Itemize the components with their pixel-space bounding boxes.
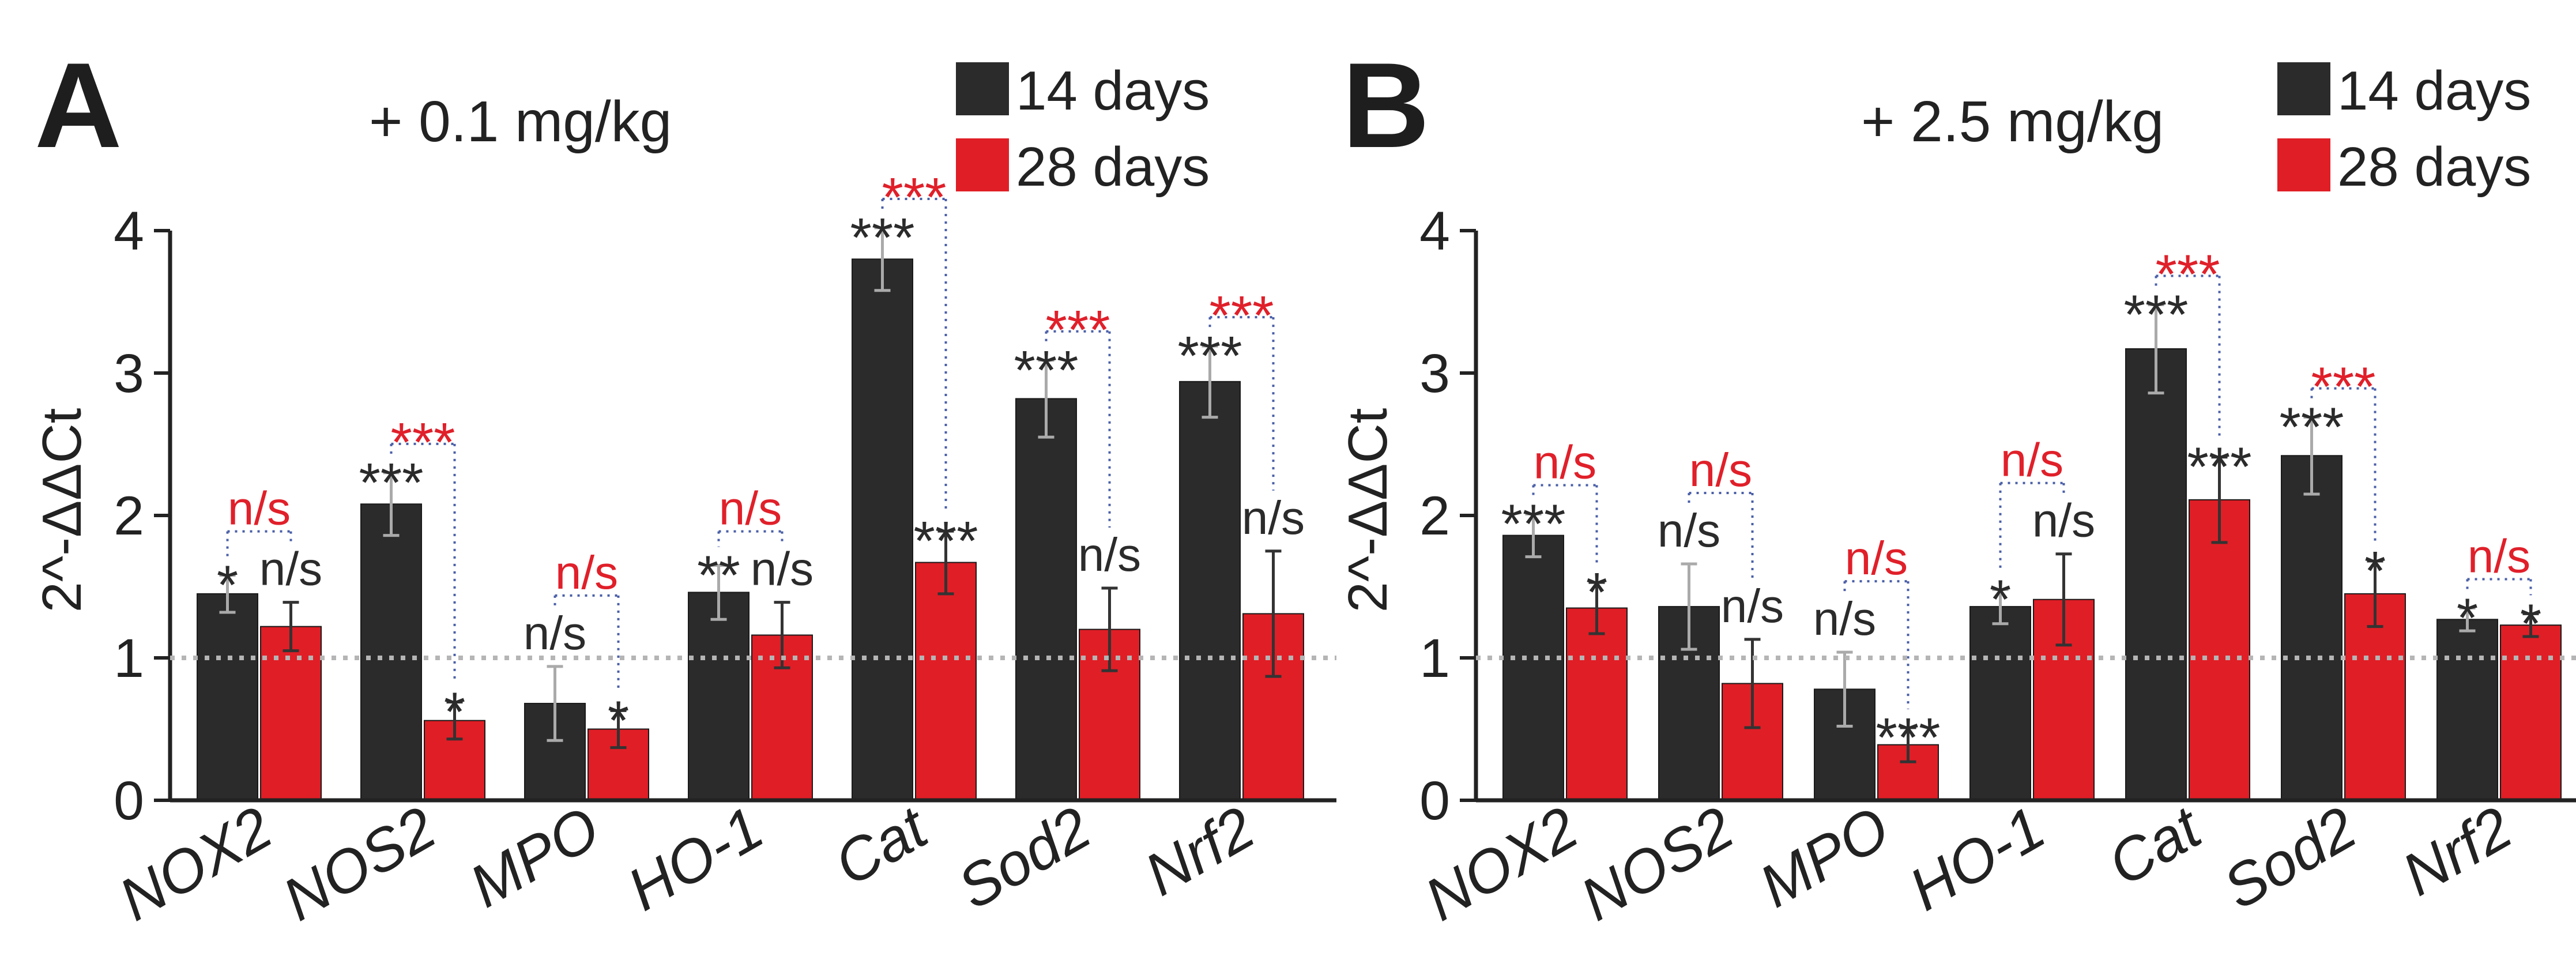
sig-label-b-14d-Cat: *** xyxy=(2123,284,2188,345)
bar-b-14d-Sod2 xyxy=(2281,455,2342,801)
compare-label-a-Nrf2: *** xyxy=(1209,285,1274,347)
compare-label-a-MPO: n/s xyxy=(555,547,618,599)
bar-b-28d-Sod2 xyxy=(2344,593,2406,801)
panel-a-y-tick-label: 1 xyxy=(114,628,144,689)
panel-a-y-axis-label: 2^-ΔΔCt xyxy=(31,408,93,613)
panel-a-legend-swatch-14d xyxy=(956,62,1009,115)
sig-label-a-14d-Sod2: *** xyxy=(1014,340,1078,401)
panel-a-y-tick-label: 0 xyxy=(114,770,144,831)
bar-b-14d-Cat xyxy=(2125,348,2187,801)
bar-b-14d-Nrf2 xyxy=(2436,619,2498,801)
sig-label-a-28d-NOS2: * xyxy=(444,682,465,743)
panel-a-legend: 14 days 28 days xyxy=(956,60,1210,198)
panel-a-title: + 0.1 mg/kg xyxy=(369,89,672,154)
panel-a-legend-swatch-28d xyxy=(956,138,1009,191)
compare-label-a-NOS2: *** xyxy=(390,412,455,473)
bar-a-28d-Cat xyxy=(915,562,977,801)
panel-a: A + 0.1 mg/kg 14 days 28 days 2^-ΔΔCt 0 1… xyxy=(31,37,1336,934)
sig-label-b-14d-NOS2: n/s xyxy=(1658,505,1720,557)
sig-label-b-14d-Nrf2: * xyxy=(2457,588,2478,649)
sig-label-a-14d-NOX2: * xyxy=(217,555,238,616)
compare-label-b-HO-1: n/s xyxy=(2001,434,2063,487)
bar-b-14d-HO-1 xyxy=(1969,606,2031,801)
sig-label-b-28d-MPO: *** xyxy=(1875,707,1940,769)
sig-label-b-28d-NOX2: * xyxy=(1586,562,1607,623)
sig-label-b-28d-Nrf2: * xyxy=(2520,593,2541,654)
bar-b-28d-NOX2 xyxy=(1566,607,1628,801)
bar-a-14d-HO-1 xyxy=(688,592,750,801)
panel-b-y-tick-label: 0 xyxy=(1419,770,1450,831)
bar-a-14d-NOX2 xyxy=(197,593,258,801)
panel-b-legend-swatch-14d xyxy=(2277,62,2330,115)
bar-a-14d-NOS2 xyxy=(360,503,422,801)
sig-label-b-28d-NOS2: n/s xyxy=(1721,580,1784,633)
compare-label-a-Sod2: *** xyxy=(1045,299,1110,361)
sig-label-a-28d-Nrf2: n/s xyxy=(1242,492,1305,544)
sig-label-b-14d-HO-1: * xyxy=(1990,569,2011,630)
panel-b-y-tick-label: 2 xyxy=(1419,485,1450,547)
sig-label-b-14d-Sod2: *** xyxy=(2279,397,2344,458)
panel-b-legend-label-28d: 28 days xyxy=(2337,136,2531,198)
sig-label-a-14d-Nrf2: *** xyxy=(1177,325,1242,387)
panel-b-y-axis-label: 2^-ΔΔCt xyxy=(1337,408,1399,613)
compare-label-a-HO-1: n/s xyxy=(719,483,782,535)
panel-a-y-tick-label: 3 xyxy=(114,343,144,404)
panel-a-y-tick-label: 2 xyxy=(114,485,144,547)
bar-a-14d-Nrf2 xyxy=(1179,381,1241,801)
bar-a-14d-Sod2 xyxy=(1015,398,1077,801)
panel-b-legend: 14 days 28 days xyxy=(2277,60,2531,198)
sig-label-a-14d-NOS2: *** xyxy=(359,452,423,514)
panel-b-y-tick-label: 4 xyxy=(1419,201,1450,262)
panel-a-legend-label-28d: 28 days xyxy=(1016,136,1210,198)
bar-b-28d-Nrf2 xyxy=(2500,624,2562,801)
compare-label-a-Cat: *** xyxy=(882,167,946,228)
compare-label-a-NOX2: n/s xyxy=(228,483,291,535)
bar-b-28d-Cat xyxy=(2189,499,2250,801)
panel-b-title: + 2.5 mg/kg xyxy=(1861,89,2164,154)
bar-a-28d-NOX2 xyxy=(260,626,322,801)
sig-label-b-14d-MPO: n/s xyxy=(1813,593,1876,645)
compare-label-b-Sod2: *** xyxy=(2311,356,2375,418)
sig-label-a-14d-Cat: *** xyxy=(850,207,914,269)
panel-a-legend-label-14d: 14 days xyxy=(1016,60,1210,122)
compare-label-b-NOS2: n/s xyxy=(1689,444,1752,496)
sig-label-a-28d-NOX2: n/s xyxy=(259,543,322,596)
sig-label-b-28d-HO-1: n/s xyxy=(2032,495,2095,547)
compare-label-b-MPO: n/s xyxy=(1845,532,1908,585)
sig-label-b-14d-NOX2: *** xyxy=(1501,494,1565,555)
sig-label-b-28d-Sod2: * xyxy=(2364,540,2386,602)
sig-label-a-14d-HO-1: ** xyxy=(697,544,740,606)
panel-b-legend-swatch-28d xyxy=(2277,138,2330,191)
compare-label-b-NOX2: n/s xyxy=(1534,436,1596,489)
sig-label-a-28d-HO-1: n/s xyxy=(751,543,814,596)
panel-a-y-tick-label: 4 xyxy=(114,201,144,262)
panel-b-letter: B xyxy=(1342,37,1430,173)
panel-b-y-tick-label: 3 xyxy=(1419,343,1450,404)
compare-label-b-Nrf2: n/s xyxy=(2468,530,2530,583)
sig-label-a-28d-MPO: * xyxy=(608,690,629,751)
compare-label-b-Cat: *** xyxy=(2155,243,2220,305)
bar-b-14d-NOX2 xyxy=(1502,534,1564,801)
sig-label-b-28d-Cat: *** xyxy=(2187,436,2251,498)
sig-label-a-28d-Cat: *** xyxy=(913,510,978,572)
panel-a-letter: A xyxy=(35,37,122,173)
sig-label-a-14d-MPO: n/s xyxy=(524,607,586,660)
bar-a-14d-Cat xyxy=(852,258,913,801)
sig-label-a-28d-Sod2: n/s xyxy=(1078,529,1141,581)
panel-b-y-tick-label: 1 xyxy=(1419,628,1450,689)
panel-b-legend-label-14d: 14 days xyxy=(2337,60,2531,122)
